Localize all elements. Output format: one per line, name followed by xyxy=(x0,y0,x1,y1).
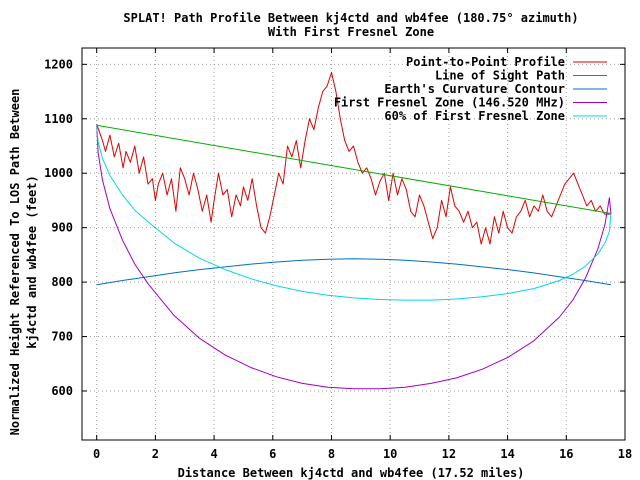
y-tick-label: 700 xyxy=(51,330,73,344)
series-layer xyxy=(96,72,612,390)
x-tick-label: 2 xyxy=(152,447,159,461)
y-tick-label: 600 xyxy=(51,384,73,398)
legend-label: Earth's Curvature Contour xyxy=(384,82,565,96)
x-tick-label: 16 xyxy=(559,447,573,461)
legend-label: First Fresnel Zone (146.520 MHz) xyxy=(334,96,565,110)
legend-label: Point-to-Point Profile xyxy=(406,55,565,69)
axis-ticks: 0 2 4 6 8 10 12 14 16 18 600 700 800 900 1000 1100 1200 xyxy=(44,48,632,461)
x-tick-label: 4 xyxy=(210,447,217,461)
plot-frame xyxy=(81,47,626,441)
series-point-to-point-profile xyxy=(96,72,611,245)
y-axis-label-line1: Normalized Height Referenced To LOS Path… xyxy=(8,89,22,436)
series-earth-s-curvature-contour xyxy=(96,258,611,286)
chart-subtitle: With First Fresnel Zone xyxy=(268,25,434,39)
legend-label: 60% of First Fresnel Zone xyxy=(384,109,565,123)
y-axis-label-line2: kj4ctd and wb4fee (feet) xyxy=(25,175,39,348)
series-line-of-sight-path xyxy=(96,124,611,214)
y-tick-label: 1200 xyxy=(44,57,73,71)
x-tick-label: 14 xyxy=(500,447,514,461)
x-tick-label: 8 xyxy=(328,447,335,461)
chart-title: SPLAT! Path Profile Between kj4ctd and w… xyxy=(123,11,578,25)
x-tick-label: 6 xyxy=(269,447,276,461)
series-60-of-first-fresnel-zone xyxy=(96,125,612,301)
series-first-fresnel-zone-146-520-mhz xyxy=(96,125,612,390)
y-tick-label: 1000 xyxy=(44,166,73,180)
y-tick-label: 800 xyxy=(51,275,73,289)
x-tick-label: 0 xyxy=(93,447,100,461)
x-tick-label: 12 xyxy=(442,447,456,461)
x-tick-label: 18 xyxy=(618,447,632,461)
x-tick-label: 10 xyxy=(383,447,397,461)
legend-label: Line of Sight Path xyxy=(435,69,565,83)
y-tick-label: 1100 xyxy=(44,112,73,126)
y-tick-label: 900 xyxy=(51,221,73,235)
x-axis-label: Distance Between kj4ctd and wb4fee (17.5… xyxy=(178,466,525,480)
